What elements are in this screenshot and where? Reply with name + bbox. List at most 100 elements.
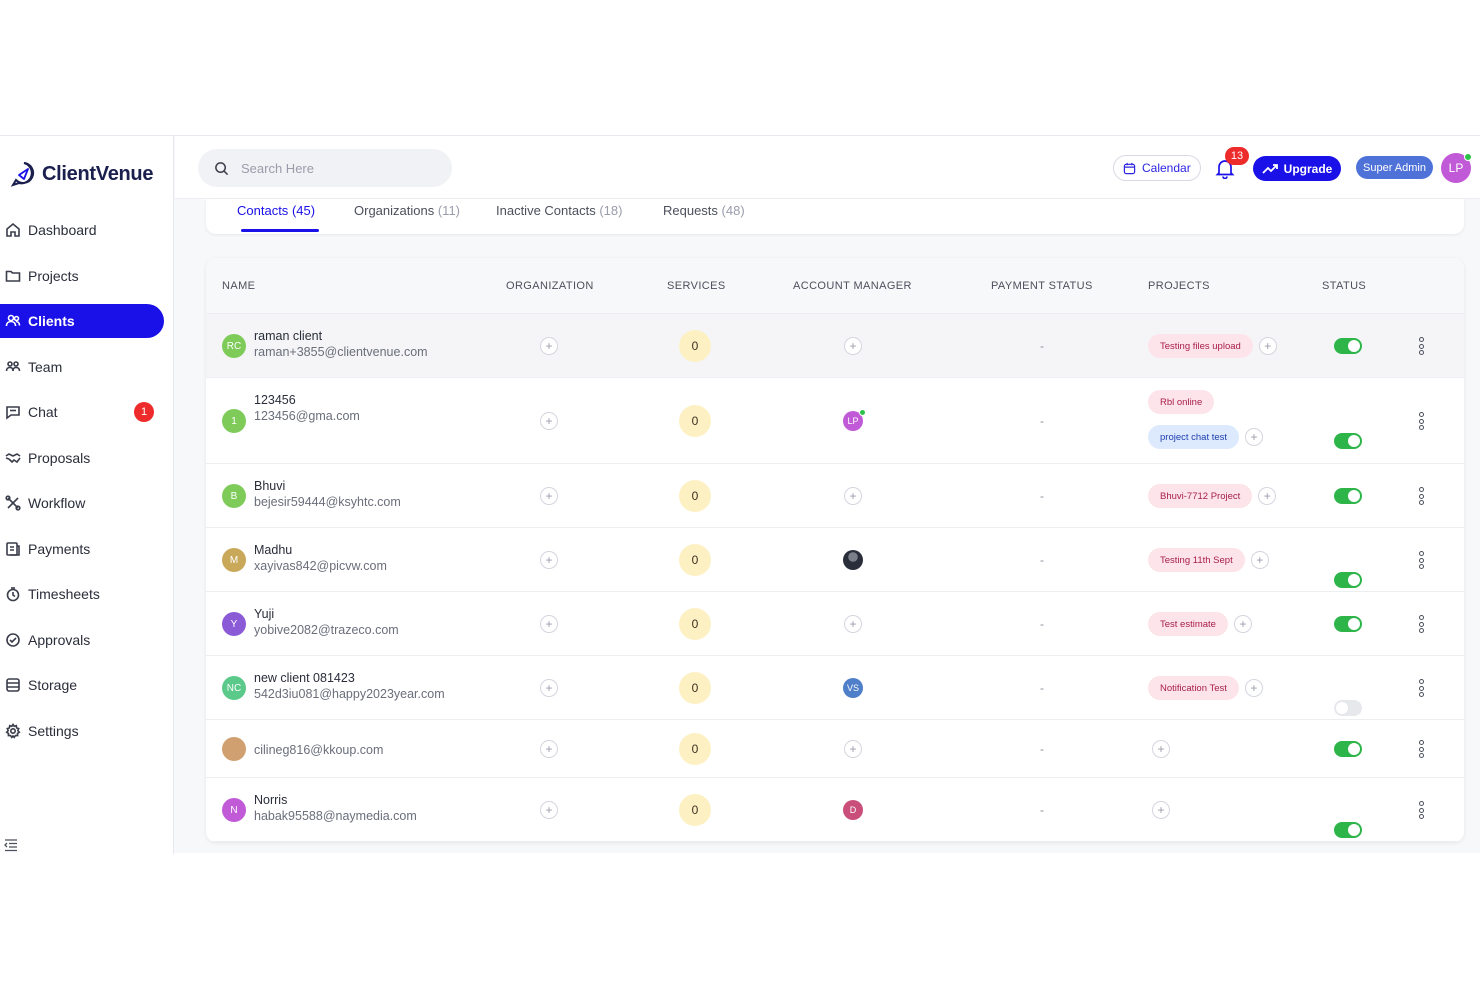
sidebar-item-team[interactable]: Team [0,350,174,384]
role-badge[interactable]: Super Admin [1356,156,1433,179]
status-toggle[interactable] [1334,338,1362,354]
client-avatar[interactable]: B [222,484,246,508]
client-avatar[interactable]: N [222,798,246,822]
column-header-status[interactable]: STATUS [1322,280,1367,292]
services-count[interactable]: 0 [679,608,711,640]
status-toggle[interactable] [1334,616,1362,632]
services-count[interactable]: 0 [679,330,711,362]
project-chip[interactable]: Bhuvi-7712 Project [1148,484,1253,508]
account-manager-avatar[interactable]: LP [843,409,866,431]
client-name-block[interactable]: Yuji yobive2082@trazeco.com [254,607,399,637]
status-toggle[interactable] [1334,700,1362,716]
client-name-block[interactable]: Bhuvi bejesir59444@ksyhtc.com [254,479,401,509]
status-toggle[interactable] [1334,433,1362,449]
add-organization-button[interactable]: + [540,551,558,569]
client-name-block[interactable]: 123456 123456@gma.com [254,393,360,423]
add-project-button[interactable]: + [1245,428,1264,446]
column-header-payment-status[interactable]: PAYMENT STATUS [991,280,1093,292]
client-avatar[interactable]: RC [222,334,246,358]
upgrade-button[interactable]: Upgrade [1253,156,1341,181]
sidebar-item-settings[interactable]: Settings [0,714,174,748]
sidebar-item-projects[interactable]: Projects [0,259,174,293]
column-header-services[interactable]: SERVICES [667,280,726,292]
add-project-button[interactable]: + [1152,740,1170,758]
client-name-block[interactable]: Norris habak95588@naymedia.com [254,793,417,823]
client-name-block[interactable]: Madhu xayivas842@picvw.com [254,543,387,573]
sidebar-item-approvals[interactable]: Approvals [0,623,174,657]
collapse-sidebar-icon[interactable] [4,838,18,852]
add-project-button[interactable]: + [1258,487,1277,505]
sidebar-item-workflow[interactable]: Workflow [0,486,174,520]
add-project-button[interactable]: + [1258,337,1277,355]
account-manager-avatar[interactable]: D [843,800,863,820]
sidebar-item-timesheets[interactable]: Timesheets [0,577,174,611]
project-chip[interactable]: Notification Test [1148,676,1239,700]
row-actions-icon[interactable] [1417,412,1425,430]
project-chip[interactable]: Test estimate [1148,612,1228,636]
brand-logo[interactable]: ClientVenue [10,160,153,188]
add-project-button[interactable]: + [1233,615,1252,633]
client-name-block[interactable]: new client 081423 542d3iu081@happy2023yea… [254,671,445,701]
project-chip[interactable]: project chat test [1148,425,1240,449]
services-count[interactable]: 0 [679,405,711,437]
column-header-name[interactable]: NAME [222,280,256,292]
status-toggle[interactable] [1334,822,1362,838]
column-header-account-manager[interactable]: ACCOUNT MANAGER [793,280,912,292]
table-row[interactable]: N Norris habak95588@naymedia.com +0 D - + [206,778,1464,842]
services-count[interactable]: 0 [679,794,711,826]
search-box[interactable] [198,149,452,187]
client-avatar[interactable]: Y [222,612,246,636]
row-actions-icon[interactable] [1417,679,1425,697]
table-row[interactable]: B Bhuvi bejesir59444@ksyhtc.com +0 + - Bhuvi-7… [206,464,1464,528]
services-count[interactable]: 0 [679,672,711,704]
add-organization-button[interactable]: + [540,679,558,697]
sidebar-item-clients[interactable]: Clients [0,304,164,338]
sidebar-item-dashboard[interactable]: Dashboard [0,213,174,247]
add-project-button[interactable]: + [1152,801,1170,819]
services-count[interactable]: 0 [679,733,711,765]
add-organization-button[interactable]: + [540,337,558,355]
add-organization-button[interactable]: + [540,487,558,505]
column-header-organization[interactable]: ORGANIZATION [506,280,594,292]
add-account-manager-button[interactable]: + [844,337,862,355]
account-manager-avatar[interactable]: VS [843,678,863,698]
client-avatar[interactable]: M [222,548,246,572]
sidebar-item-storage[interactable]: Storage [0,668,174,702]
client-name-block[interactable]: raman client raman+3855@clientvenue.com [254,329,428,359]
project-chip[interactable]: Testing files upload [1148,334,1253,358]
row-actions-icon[interactable] [1417,487,1425,505]
calendar-button[interactable]: Calendar [1113,155,1201,181]
add-project-button[interactable]: + [1250,551,1269,569]
add-account-manager-button[interactable]: + [844,487,862,505]
table-row[interactable]: Y Yuji yobive2082@trazeco.com +0 + - Test esti… [206,592,1464,656]
table-row[interactable]: NC new client 081423 542d3iu081@happy2023y… [206,656,1464,720]
add-organization-button[interactable]: + [540,740,558,758]
row-actions-icon[interactable] [1417,801,1425,819]
services-count[interactable]: 0 [679,544,711,576]
status-toggle[interactable] [1334,741,1362,757]
project-chip[interactable]: Testing 11th Sept [1148,548,1245,572]
row-actions-icon[interactable] [1417,615,1425,633]
client-avatar[interactable]: 1 [222,409,246,433]
services-count[interactable]: 0 [679,480,711,512]
table-row[interactable]: M Madhu xayivas842@picvw.com +0 - Testing 11t… [206,528,1464,592]
client-avatar[interactable]: NC [222,676,246,700]
add-account-manager-button[interactable]: + [844,740,862,758]
add-organization-button[interactable]: + [540,801,558,819]
table-row[interactable]: 1 123456 123456@gma.com +0 LP - Rbl online proj… [206,378,1464,464]
add-account-manager-button[interactable]: + [844,615,862,633]
sidebar-item-proposals[interactable]: Proposals [0,441,174,475]
row-actions-icon[interactable] [1417,551,1425,569]
add-organization-button[interactable]: + [540,615,558,633]
status-toggle[interactable] [1334,488,1362,504]
sidebar-item-payments[interactable]: Payments [0,532,174,566]
add-organization-button[interactable]: + [540,412,558,430]
project-chip[interactable]: Rbl online [1148,390,1215,414]
tab-requests[interactable]: Requests (48) [663,203,745,218]
table-row[interactable]: RC raman client raman+3855@clientvenue.com… [206,314,1464,378]
row-actions-icon[interactable] [1417,337,1425,355]
table-row[interactable]: cilineg816@kkoup.com +0 + - + [206,720,1464,778]
sidebar-item-chat[interactable]: Chat 1 [0,395,174,429]
row-actions-icon[interactable] [1417,740,1425,758]
status-toggle[interactable] [1334,572,1362,588]
